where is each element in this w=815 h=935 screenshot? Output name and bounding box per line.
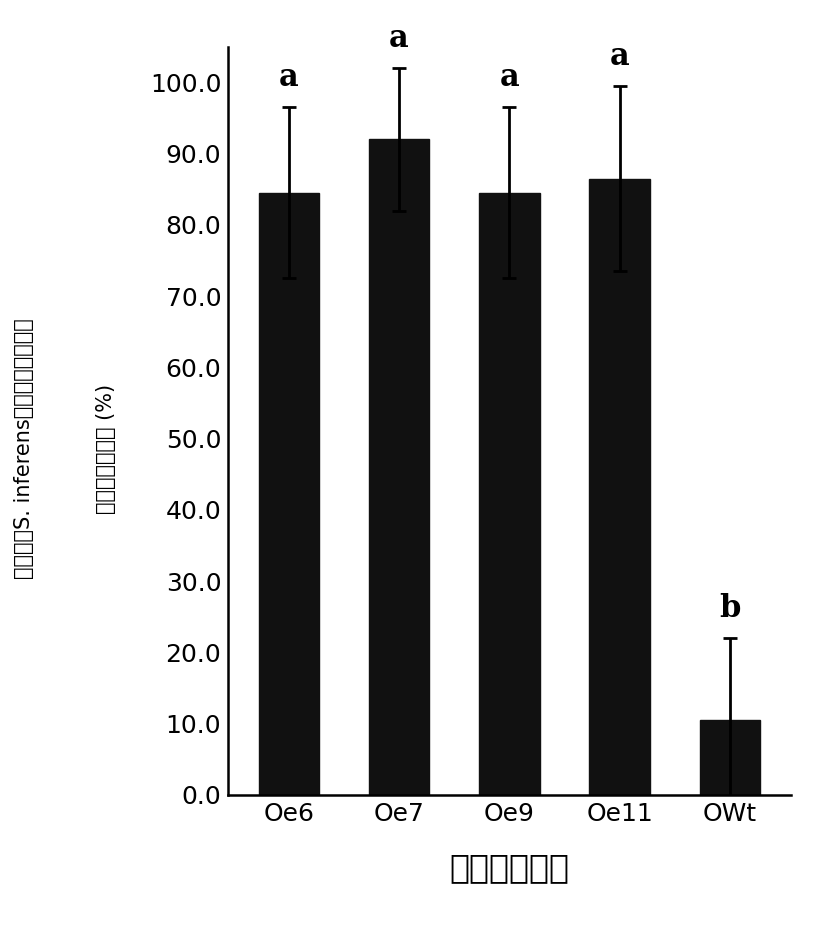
Text: b: b — [719, 593, 741, 624]
Bar — [699, 720, 760, 795]
Bar — [369, 139, 430, 795]
Text: a: a — [390, 22, 409, 54]
Bar — [479, 193, 540, 795]
Text: a: a — [500, 62, 519, 94]
Text: 大螺幼虫S. inferens在不同水稻品系上: 大螺幼虫S. inferens在不同水稻品系上 — [15, 319, 34, 579]
Text: 自然寄生百分率 (%): 自然寄生百分率 (%) — [96, 383, 116, 514]
Text: a: a — [610, 41, 629, 72]
Bar — [258, 193, 319, 795]
Bar — [589, 179, 650, 795]
Text: a: a — [279, 62, 299, 94]
X-axis label: 不同水稻品系: 不同水稻品系 — [449, 851, 570, 884]
